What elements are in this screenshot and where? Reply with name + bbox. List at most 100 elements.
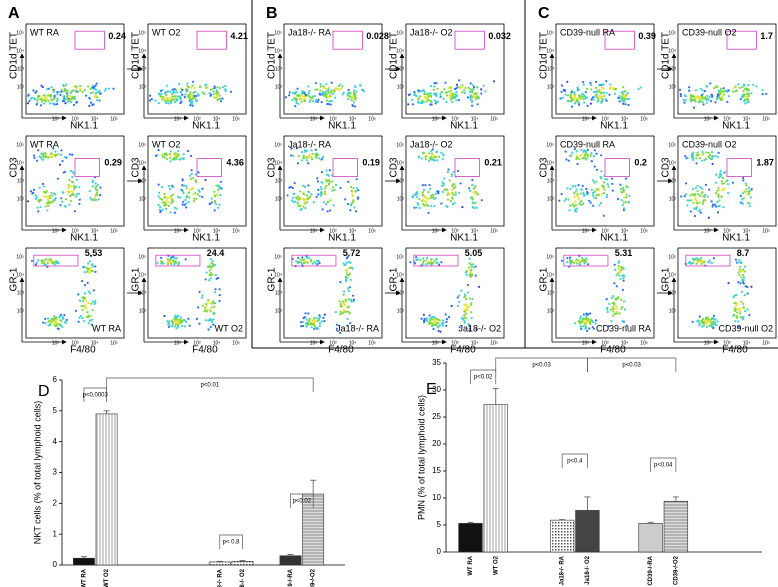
gate-value: 0.21 <box>484 157 502 167</box>
event-dot <box>617 97 620 100</box>
event-dot <box>454 193 457 197</box>
event-dot <box>78 186 81 189</box>
event-dot <box>448 316 451 319</box>
event-dot <box>325 93 328 96</box>
event-dot <box>576 86 579 89</box>
event-dot <box>180 324 184 327</box>
event-dot <box>474 193 477 196</box>
event-dot <box>72 181 75 184</box>
event-dot <box>580 327 583 331</box>
event-dot <box>570 105 574 108</box>
event-dot <box>213 201 217 204</box>
event-dot <box>579 192 582 195</box>
event-dot <box>684 182 688 185</box>
event-dot <box>318 324 321 328</box>
event-dot <box>414 193 417 196</box>
event-dot <box>339 87 343 91</box>
event-dot <box>310 258 313 261</box>
event-dot <box>328 209 332 212</box>
event-dot <box>696 320 699 323</box>
event-dot <box>198 86 202 89</box>
event-dot <box>744 285 747 288</box>
event-dot <box>63 314 66 317</box>
event-dot <box>45 195 48 198</box>
event-dot <box>619 183 622 186</box>
x-axis-label: NK1.1 <box>192 121 220 132</box>
event-dot <box>474 274 477 277</box>
event-dot <box>84 304 87 307</box>
event-dot <box>475 206 478 209</box>
event-dot <box>434 192 437 195</box>
p-value: p<0.0003 <box>83 393 109 399</box>
event-dot <box>53 263 56 266</box>
event-dot <box>175 327 178 330</box>
event-dot <box>175 207 178 210</box>
event-dot <box>727 95 731 98</box>
event-dot <box>446 193 449 196</box>
event-dot <box>296 195 300 198</box>
event-dot <box>53 103 56 106</box>
event-dot <box>189 91 192 94</box>
event-dot <box>344 198 347 201</box>
event-dot <box>699 256 703 260</box>
event-dot <box>177 263 180 266</box>
event-dot <box>346 317 349 321</box>
event-dot <box>328 100 331 103</box>
event-dot <box>342 290 346 293</box>
event-dot <box>324 184 328 188</box>
event-dot <box>694 187 698 190</box>
event-dot <box>322 90 325 93</box>
plot-label: CD39-null RA <box>560 27 615 37</box>
event-dot <box>51 200 54 203</box>
y-tick-label: 5 <box>53 406 58 415</box>
event-dot <box>600 101 603 104</box>
event-dot <box>598 204 601 207</box>
event-dot <box>47 94 50 97</box>
event-dot <box>304 198 307 201</box>
event-dot <box>703 90 707 93</box>
bar <box>483 404 508 553</box>
panel-letter: B <box>266 5 278 22</box>
event-dot <box>463 314 466 317</box>
event-dot <box>471 104 474 107</box>
event-dot <box>91 263 94 266</box>
event-dot <box>298 190 302 193</box>
event-dot <box>70 185 73 188</box>
event-dot <box>305 159 308 162</box>
event-dot <box>466 283 470 287</box>
event-dot <box>710 318 713 321</box>
x-tick-label: 10² <box>310 228 318 234</box>
event-dot <box>296 87 299 90</box>
event-dot <box>420 157 423 160</box>
event-dot <box>37 210 40 213</box>
event-dot <box>160 256 163 259</box>
event-dot <box>710 100 713 103</box>
gate-value: 4.21 <box>230 31 248 41</box>
event-dot <box>602 91 606 94</box>
event-dot <box>208 308 211 311</box>
event-dot <box>344 298 347 301</box>
event-dot <box>330 81 333 84</box>
y-axis-label: CD3 <box>9 157 20 177</box>
x-tick-label: 10⁵ <box>640 116 648 122</box>
event-dot <box>683 101 686 104</box>
event-dot <box>50 86 53 89</box>
event-dot <box>182 191 185 195</box>
event-dot <box>430 194 433 198</box>
event-dot <box>463 91 466 95</box>
event-dot <box>622 274 625 277</box>
significance-bracket <box>650 457 677 472</box>
event-dot <box>212 313 215 316</box>
event-dot <box>455 91 458 94</box>
event-dot <box>198 190 201 193</box>
y-tick-label: 10⁵ <box>16 254 24 260</box>
event-dot <box>425 259 428 262</box>
event-dot <box>195 181 198 184</box>
event-dot <box>325 83 328 86</box>
y-axis-label: CD1d TET <box>267 32 278 79</box>
event-dot <box>466 291 469 294</box>
event-dot <box>40 84 43 87</box>
event-dot <box>424 263 427 266</box>
plot-label: WT O2 <box>152 139 180 149</box>
event-dot <box>32 89 35 92</box>
